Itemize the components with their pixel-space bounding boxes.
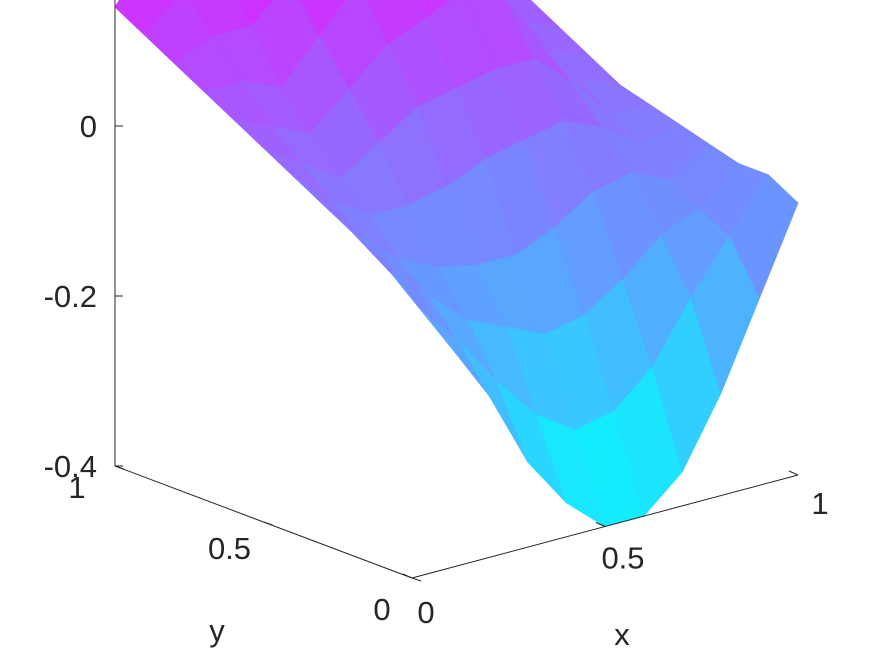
y-axis-label: y xyxy=(209,613,225,648)
x-tick-label: 0 xyxy=(417,595,434,630)
x-axis-label: x xyxy=(614,617,630,652)
x-tick-label: 1 xyxy=(811,486,828,521)
x-tick-label: 0.5 xyxy=(601,541,644,576)
y-tick-label: 0.5 xyxy=(208,531,251,566)
x-tick-mark xyxy=(403,574,412,578)
surface-mesh xyxy=(115,0,798,527)
z-tick-label: -0.2 xyxy=(44,279,97,314)
y-tick-mark xyxy=(412,578,421,581)
x-tick-mark xyxy=(789,471,798,475)
y-tick-label: 0 xyxy=(373,592,390,627)
z-tick-label: -0.4 xyxy=(44,449,97,484)
z-tick-label: 0 xyxy=(80,109,97,144)
y-tick-mark xyxy=(264,522,273,525)
